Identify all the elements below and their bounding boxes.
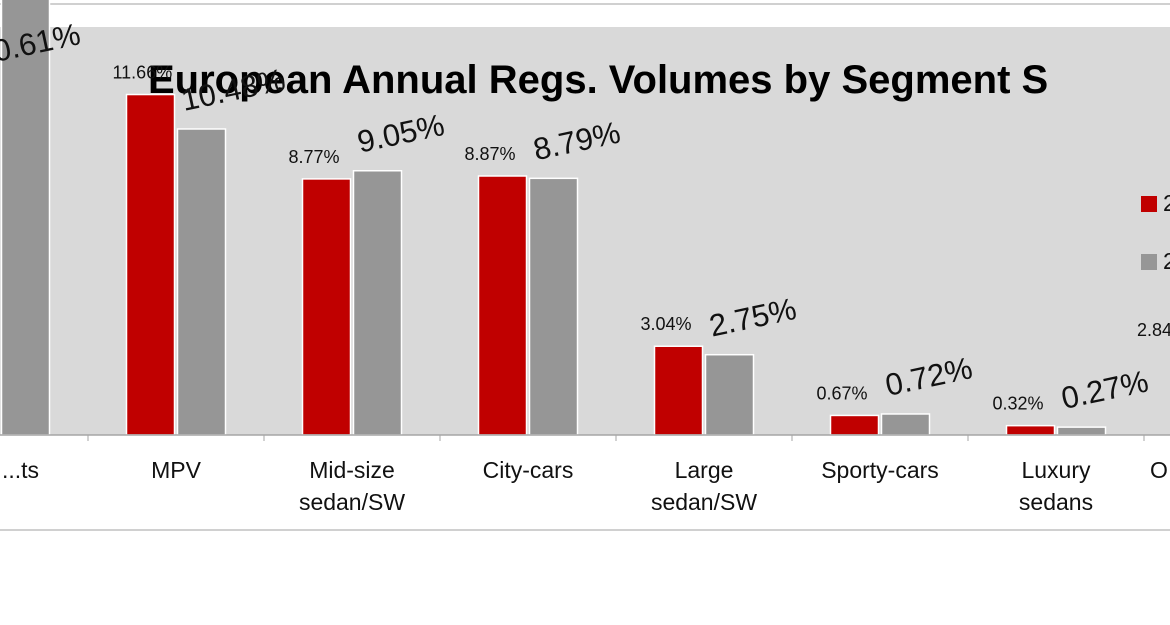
category-label: sedan/SW (651, 489, 757, 515)
data-label-series-1: 0.32% (993, 394, 1044, 414)
legend-swatch (1141, 254, 1157, 270)
data-label-series-2: 2.75% (706, 291, 799, 344)
bar-series-2 (1056, 426, 1107, 436)
bar-series-1 (829, 414, 880, 436)
category-label: sedans (1019, 489, 1093, 515)
legend-swatch (1141, 196, 1157, 212)
chart-title: European Annual Regs. Volumes by Segment… (148, 58, 1048, 102)
top-divider (0, 3, 1170, 5)
category-label: Luxury (1021, 457, 1091, 483)
data-label-series-1: 3.04% (641, 314, 692, 334)
bar-series-1 (477, 175, 528, 436)
data-label-series-2: 9.05% (354, 107, 447, 160)
data-label-series-2: 0.72% (882, 350, 975, 403)
category-label: MPV (151, 457, 202, 483)
data-label-series-1: 2.84 (1137, 320, 1170, 340)
category-label: ...ts (2, 457, 39, 483)
bar-series-1 (653, 345, 704, 436)
data-label-series-2: 8.79% (530, 115, 623, 168)
bar-series-1 (125, 93, 176, 436)
x-axis: ...ts MPV Mid-size sedan/SW City-cars Large se… (0, 434, 1170, 515)
bar-series-2 (176, 128, 227, 436)
category-label: Large (675, 457, 734, 483)
data-label-series-1: 8.87% (465, 144, 516, 164)
legend: 22 (1141, 190, 1170, 274)
data-label-series-1: 11.66% (113, 63, 173, 83)
category-label: City-cars (483, 457, 574, 483)
category-label: O (1150, 457, 1168, 483)
data-label-series-1: 8.77% (289, 147, 340, 167)
category-label: sedan/SW (299, 489, 405, 515)
bar-series-2 (0, 0, 51, 436)
bar-series-1 (1005, 424, 1056, 436)
bar-series-2 (880, 413, 931, 436)
bar-series-1 (301, 178, 352, 436)
category-label: Mid-size (309, 457, 395, 483)
legend-label: 2 (1163, 190, 1170, 216)
data-label-series-1: 0.67% (817, 383, 868, 403)
category-label: Sporty-cars (821, 457, 939, 483)
legend-label: 2 (1163, 248, 1170, 274)
bar-series-2 (704, 353, 755, 436)
bar-series-2 (528, 177, 579, 436)
bar-series-2 (352, 169, 403, 436)
bars-group (0, 0, 1107, 436)
bottom-divider (0, 529, 1170, 531)
data-label-series-2: 0.27% (1058, 363, 1151, 416)
